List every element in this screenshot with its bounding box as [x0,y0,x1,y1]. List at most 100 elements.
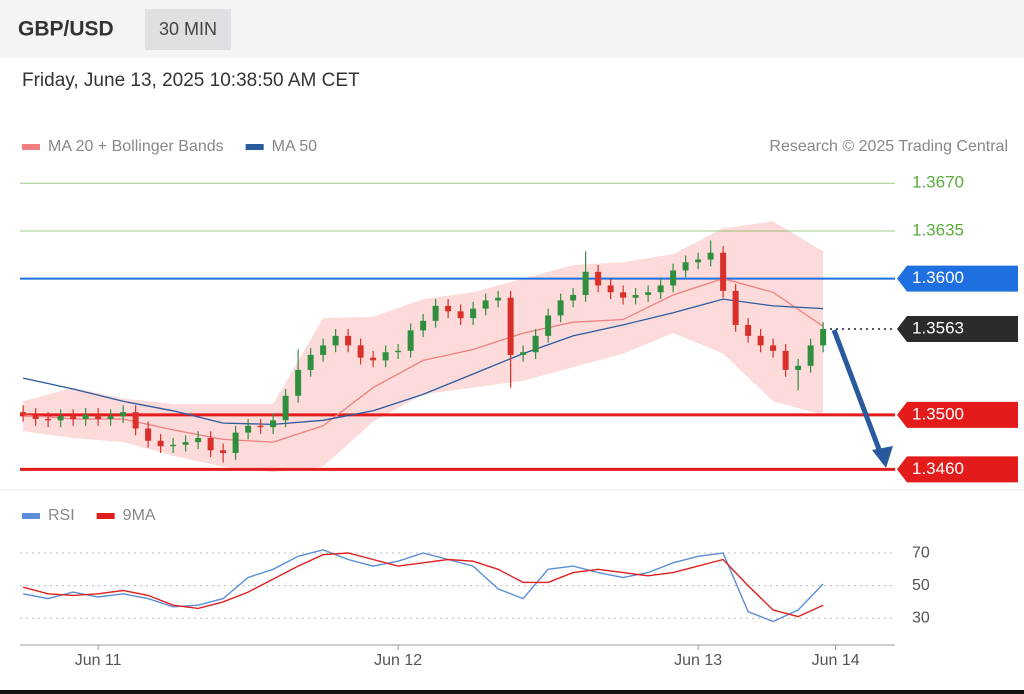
candle-body [220,450,227,454]
candle-body [482,300,489,309]
moving-average [23,277,824,443]
candle-body [45,418,52,421]
level-tag [897,401,1018,428]
candle-body [620,292,627,298]
candle-body [82,414,89,419]
candle-body [357,345,364,358]
arrow-head [872,446,893,468]
legend-swatch [245,144,264,150]
indicator-line [22,549,824,623]
candle-body [595,271,602,286]
candle-body [32,414,39,419]
candle-body [345,335,352,346]
candle-body [582,271,589,295]
candle-body [207,438,214,451]
candle-body [657,285,664,293]
legend-swatch [22,513,40,519]
y-tick-label: 70 [912,544,930,561]
candle-body [270,420,277,428]
candle-body [182,442,189,445]
candle-body [370,357,377,361]
plot-layer: MA 20 + Bollinger Bands MA 50 Research © 2… [20,138,1018,669]
candle-body [470,308,477,319]
legend-label: MA 50 [272,138,317,155]
candle-body [70,416,77,419]
candle-body [320,345,327,355]
candle-body [532,335,539,353]
candle-body [782,350,789,370]
candle-body [682,262,689,271]
symbol: GBP/USD [18,18,114,41]
x-tick-label: Jun 12 [374,652,422,669]
candle-body [770,345,777,351]
candle-body [670,270,677,286]
candle-body [257,425,264,428]
timestamp: Friday, June 13, 2025 10:38:50 AM CET [22,70,360,91]
candle-body [332,335,339,346]
candle-body [407,330,414,351]
candle-body [720,252,727,291]
candle-body [145,428,152,441]
candle-body [20,412,27,415]
level-tag [897,316,1018,343]
candle-body [195,438,202,443]
candle-body [570,294,577,301]
candle-body [707,252,714,260]
y-tick-label: 50 [912,577,930,594]
level-label: 1.3563 [912,319,964,338]
candle-body [795,365,802,370]
level-tag [897,265,1018,292]
candle-body [57,416,64,421]
level-label: 1.3460 [912,459,964,478]
level-tag [897,456,1018,483]
candle-body [820,329,827,346]
x-tick-label: Jun 11 [75,652,122,669]
candle-body [245,425,252,433]
level-label: 1.3600 [912,268,964,287]
candle-body [295,369,302,396]
timeframe-box[interactable] [145,9,231,50]
candle-body [232,432,239,454]
candle-body [557,300,564,316]
credit: Research © 2025 Trading Central [769,138,1008,155]
legend-label: MA 20 + Bollinger Bands [48,138,224,155]
x-tick-label: Jun 13 [674,652,722,669]
arrow-shaft [831,329,883,453]
candle-body [432,305,439,321]
candle-body [382,352,389,361]
candle-body [132,412,139,429]
x-tick-label: Jun 14 [812,652,860,669]
level-label: 1.3670 [912,173,964,192]
y-tick-label: 30 [912,609,930,626]
candle-body [807,345,814,366]
legend-swatch [96,513,115,519]
moving-average [22,298,824,426]
candle-body [757,335,764,346]
candle-body [545,315,552,336]
candle-body [457,311,464,319]
candle-body [607,285,614,293]
legend-label: RSI [48,507,75,524]
candle-body [282,395,289,421]
candle-body [420,320,427,331]
candle-body [507,297,514,355]
timeframe: 30 MIN [159,19,217,39]
candle-body [120,412,127,417]
candle-body [445,305,452,312]
candle-body [395,350,402,353]
candle-body [107,416,114,419]
candle-body [307,354,314,370]
candle-body [95,414,102,419]
level-label: 1.3500 [912,404,964,423]
candle-body [732,290,739,325]
legend-label: 9MA [123,507,156,524]
candle-body [645,292,652,295]
indicator-line [22,552,824,618]
candle-body [745,324,752,336]
candle-body [695,259,702,263]
level-label: 1.3635 [912,220,964,239]
legend-swatch [22,144,40,150]
candle-body [170,444,177,447]
forecast-arrow [831,329,893,468]
